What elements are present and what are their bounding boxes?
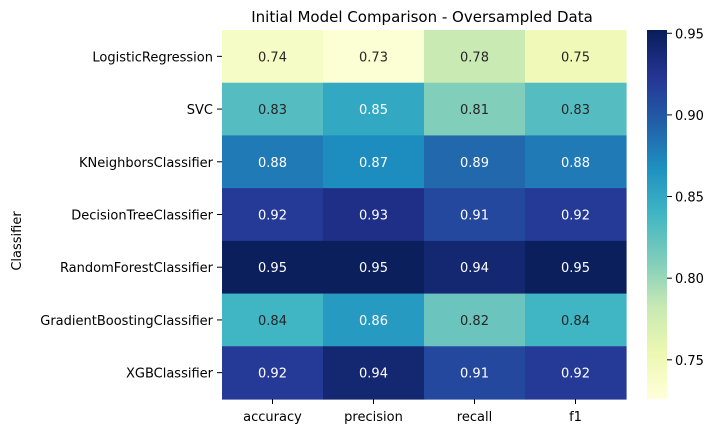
- heatmap-cell: [323, 135, 425, 189]
- heatmap-cell: [424, 240, 526, 295]
- row-tick-label: XGBClassifier: [126, 367, 214, 382]
- heatmap-cell: [525, 293, 627, 347]
- heatmap-cell: [222, 346, 324, 400]
- heatmap-cell: [424, 30, 526, 84]
- cell-value-label: 0.95: [258, 261, 287, 276]
- colorbar-tick-label: 0.80: [675, 272, 704, 287]
- cell-value-label: 0.87: [359, 156, 388, 171]
- cell-value-label: 0.74: [258, 50, 287, 65]
- cell-value-label: 0.92: [258, 367, 287, 382]
- heatmap-cell: [525, 82, 627, 137]
- heatmap-cell: [525, 30, 627, 84]
- cell-value-label: 0.85: [359, 103, 388, 118]
- y-axis-label: Classifier: [10, 211, 25, 271]
- row-tick-labels: LogisticRegression SVC KNeighborsClassifie…: [40, 50, 222, 382]
- cell-value-label: 0.84: [561, 314, 590, 329]
- colorbar-tick-label: 0.75: [675, 354, 704, 369]
- row-tick-label: RandomForestClassifier: [60, 261, 214, 276]
- heatmap-cell: [323, 30, 425, 84]
- column-tick-label: precision: [344, 410, 403, 425]
- heatmap-cell: [323, 240, 425, 295]
- heatmap-cell: [424, 188, 526, 242]
- column-tick-label: recall: [457, 410, 492, 425]
- cell-value-label: 0.82: [460, 314, 489, 329]
- heatmap-cell: [222, 240, 324, 295]
- heatmap-cell: [222, 188, 324, 242]
- cell-value-label: 0.93: [359, 209, 388, 224]
- heatmap-cell: [222, 30, 324, 84]
- heatmap-cell: [424, 346, 526, 400]
- cell-value-label: 0.94: [359, 367, 388, 382]
- row-tick-label: GradientBoostingClassifier: [40, 314, 213, 329]
- cell-value-label: 0.95: [561, 261, 590, 276]
- cell-value-label: 0.94: [460, 261, 489, 276]
- cell-value-label: 0.86: [359, 314, 388, 329]
- cell-value-label: 0.95: [359, 261, 388, 276]
- chart-title: Initial Model Comparison - Oversampled D…: [251, 8, 593, 26]
- heatmap-cell: [424, 293, 526, 347]
- cell-value-label: 0.83: [258, 103, 287, 118]
- heatmap-cell: [424, 82, 526, 137]
- cell-value-label: 0.91: [460, 209, 489, 224]
- heatmap-cell: [525, 188, 627, 242]
- heatmap-cell: [525, 240, 627, 295]
- column-tick-label: f1: [569, 410, 582, 425]
- cell-value-label: 0.73: [359, 50, 388, 65]
- colorbar-ticks: 0.75 0.80 0.85 0.90 0.95: [667, 27, 704, 369]
- heatmap-cell: [222, 82, 324, 137]
- cell-value-label: 0.81: [460, 103, 489, 118]
- cell-value-label: 0.88: [561, 156, 590, 171]
- cell-value-label: 0.92: [561, 209, 590, 224]
- colorbar-tick-label: 0.95: [675, 27, 704, 42]
- cell-value-label: 0.89: [460, 156, 489, 171]
- cell-value-label: 0.88: [258, 156, 287, 171]
- colorbar-tick-label: 0.85: [675, 191, 704, 206]
- heatmap-cell: [323, 346, 425, 400]
- heatmap-cell: [222, 293, 324, 347]
- cell-value-label: 0.83: [561, 103, 590, 118]
- heatmap-cell: [323, 188, 425, 242]
- heatmap-cell: [323, 82, 425, 137]
- heatmap-cell: [525, 346, 627, 400]
- row-tick-label: KNeighborsClassifier: [79, 156, 214, 171]
- row-tick-label: DecisionTreeClassifier: [71, 209, 213, 224]
- cell-value-label: 0.84: [258, 314, 287, 329]
- cell-value-label: 0.75: [561, 50, 590, 65]
- row-tick-label: LogisticRegression: [92, 50, 213, 65]
- cell-value-label: 0.78: [460, 50, 489, 65]
- column-tick-label: accuracy: [243, 410, 302, 425]
- heatmap-cell: [525, 135, 627, 189]
- column-tick-labels: accuracy precision recall f1: [243, 399, 582, 425]
- row-tick-label: SVC: [187, 103, 213, 118]
- colorbar-tick-label: 0.90: [675, 109, 704, 124]
- cell-value-label: 0.92: [258, 209, 287, 224]
- cell-value-label: 0.92: [561, 367, 590, 382]
- colorbar: [647, 30, 667, 399]
- heatmap-cell: [222, 135, 324, 189]
- cell-value-label: 0.91: [460, 367, 489, 382]
- heatmap-cell: [323, 293, 425, 347]
- heatmap-cell: [424, 135, 526, 189]
- heatmap-cells: 0.74 0.73 0.78 0.75 0.83 0.85 0.81 0.83 0.88 0.87…: [222, 30, 627, 400]
